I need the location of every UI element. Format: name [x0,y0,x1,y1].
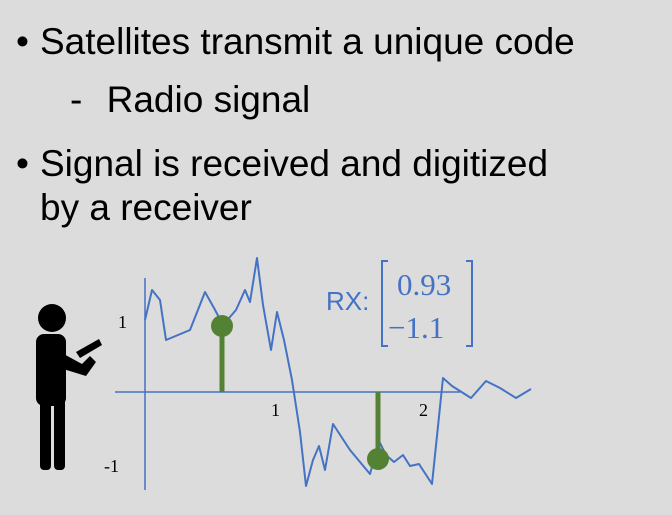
left-bracket [381,260,388,347]
sample-1 [211,315,233,392]
bullet-2-text-line2: by a receiver [40,187,252,228]
bullet-marker: • [16,143,29,184]
rx-value-2: −1.1 [388,310,444,345]
bullet-1-text: Satellites transmit a unique code [40,21,575,62]
bullet-1: • Satellites transmit a unique code [16,20,575,64]
bullet-2-text-line1: Signal is received and digitized [40,143,549,184]
x-tick-2: 2 [419,400,428,420]
sample-2-dot [367,448,389,470]
sample-2 [367,392,389,470]
bullet-marker: • [16,21,29,62]
rx-value-1: 0.93 [397,267,451,302]
sub-bullet-1: - Radio signal [70,78,310,122]
right-bracket [466,260,473,347]
received-signal-line [144,257,532,487]
y-tick-1: 1 [118,312,127,332]
rx-vector: 0.93 −1.1 [381,260,473,347]
bullet-2: • Signal is received and digitized [16,142,548,186]
y-tick-minus-1: -1 [104,456,119,476]
rx-label: RX: [326,286,369,316]
sample-1-dot [211,315,233,337]
person-with-phone-icon [36,304,102,470]
x-tick-1: 1 [271,400,280,420]
sub-bullet-marker: - [70,79,83,120]
sub-bullet-text: Radio signal [106,79,311,120]
